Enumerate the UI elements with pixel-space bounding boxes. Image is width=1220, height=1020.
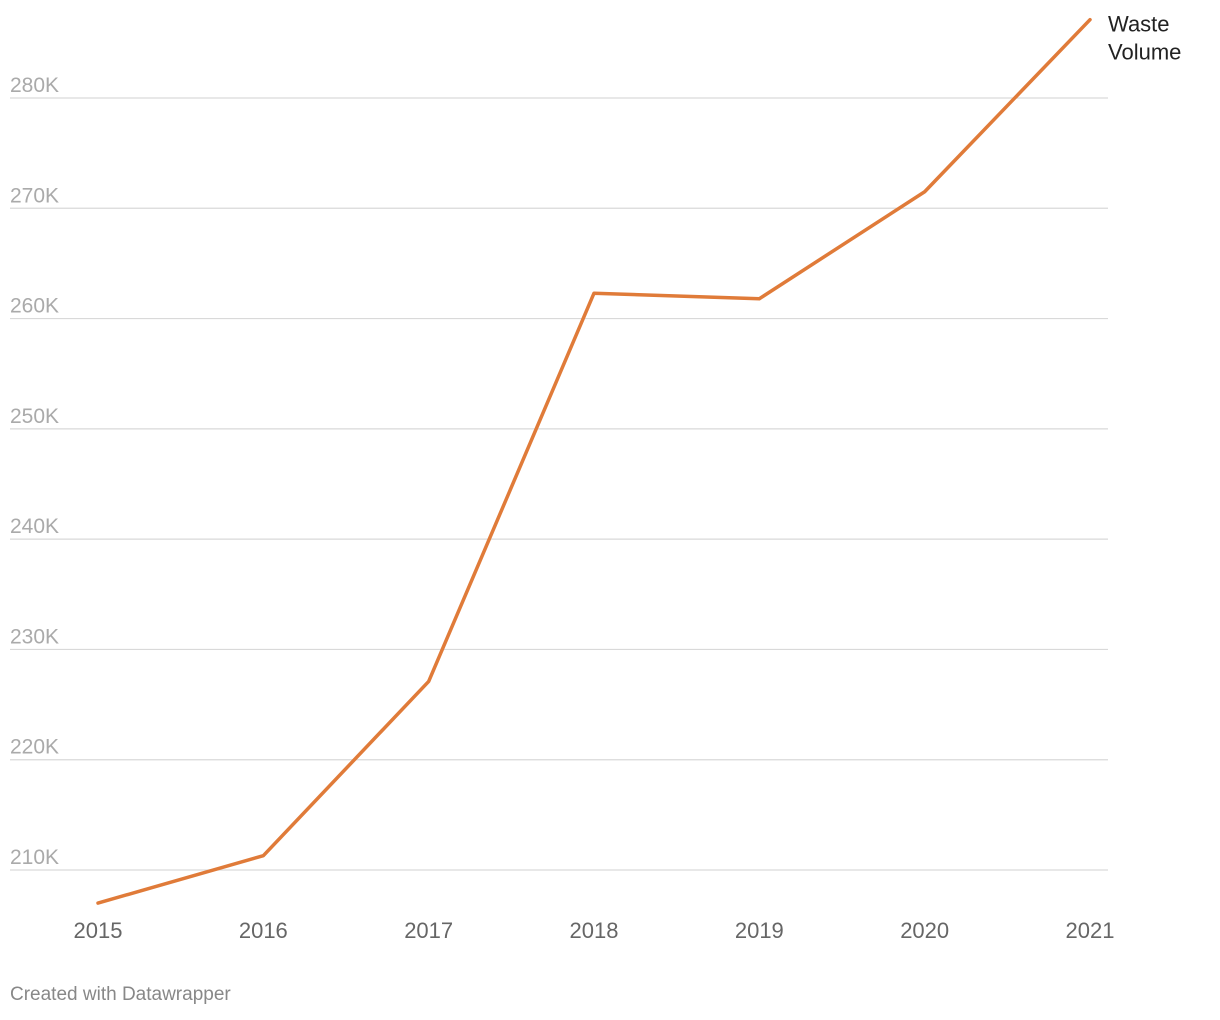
- y-axis-tick-labels: 210K 220K 230K 240K 250K 260K 270K 280K: [10, 74, 59, 869]
- y-tick-label: 280K: [10, 74, 59, 97]
- series-labels: Waste Volume: [1108, 12, 1181, 65]
- series-lines: [96, 17, 1092, 905]
- y-tick-label: 220K: [10, 736, 59, 759]
- x-tick-label: 2018: [570, 918, 619, 943]
- x-tick-label: 2017: [404, 918, 453, 943]
- series-label: Waste Volume: [1108, 12, 1181, 65]
- y-tick-label: 270K: [10, 184, 59, 207]
- y-gridlines: [10, 97, 1108, 871]
- series-line: [96, 17, 1092, 905]
- x-tick-label: 2019: [735, 918, 784, 943]
- x-tick-label: 2020: [900, 918, 949, 943]
- x-axis-tick-labels: 2015 2016 2017 2018 2019 2020 2021: [74, 918, 1115, 943]
- x-tick-label: 2021: [1066, 918, 1115, 943]
- y-tick-label: 230K: [10, 625, 59, 648]
- x-tick-label: 2015: [74, 918, 123, 943]
- y-tick-label: 250K: [10, 405, 59, 428]
- footer-credit: Created with Datawrapper: [10, 984, 231, 1005]
- y-tick-label: 210K: [10, 846, 59, 869]
- y-tick-label: 240K: [10, 515, 59, 538]
- y-tick-label: 260K: [10, 295, 59, 318]
- x-tick-label: 2016: [239, 918, 288, 943]
